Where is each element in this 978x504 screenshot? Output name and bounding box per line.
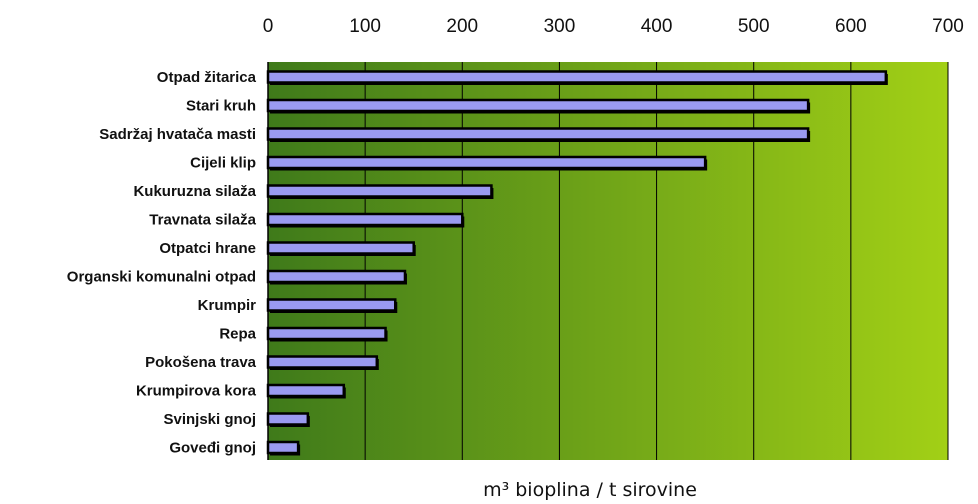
x-axis-label: m³ bioplina / t sirovine — [483, 479, 697, 501]
category-label: Cijeli klip — [190, 155, 256, 172]
bar — [266, 212, 464, 227]
bar — [266, 412, 310, 426]
category-label: Otpatci hrane — [159, 240, 256, 257]
bar — [266, 98, 810, 113]
x-tick-label: 700 — [932, 16, 964, 37]
category-label: Organski komunalni otpad — [67, 269, 256, 286]
bar — [266, 269, 407, 284]
category-label: Krumpir — [198, 297, 257, 314]
category-labels: Otpad žitarica Stari kruh Sadržaj hvatača … — [67, 69, 257, 457]
category-label: Krumpirova kora — [136, 383, 257, 400]
bar — [266, 70, 888, 84]
category-label: Sadržaj hvatača masti — [99, 126, 256, 143]
bar — [266, 241, 415, 255]
x-tick-label: 0 — [263, 16, 274, 37]
plot-area — [268, 62, 948, 460]
bar — [266, 298, 397, 312]
category-label: Otpad žitarica — [157, 69, 257, 86]
bar — [266, 383, 346, 398]
category-label: Pokošena trava — [145, 354, 257, 371]
category-label: Kukuruzna silaža — [133, 183, 256, 200]
bar — [266, 184, 493, 198]
category-label: Repa — [219, 326, 256, 343]
bar — [266, 440, 300, 455]
category-label: Stari kruh — [186, 98, 256, 115]
bar — [266, 127, 810, 141]
category-label: Svinjski gnoj — [163, 411, 256, 428]
x-tick-labels: 0 100 200 300 400 500 600 700 — [263, 16, 964, 37]
category-label: Goveđi gnoj — [169, 440, 256, 457]
x-tick-label: 600 — [835, 16, 867, 37]
bar — [266, 355, 379, 369]
x-tick-label: 400 — [641, 16, 673, 37]
x-tick-label: 200 — [446, 16, 478, 37]
x-tick-label: 300 — [544, 16, 576, 37]
x-tick-label: 100 — [349, 16, 381, 37]
bar — [266, 326, 387, 341]
x-tick-label: 500 — [738, 16, 770, 37]
category-label: Travnata silaža — [149, 212, 256, 229]
bar — [266, 155, 707, 170]
